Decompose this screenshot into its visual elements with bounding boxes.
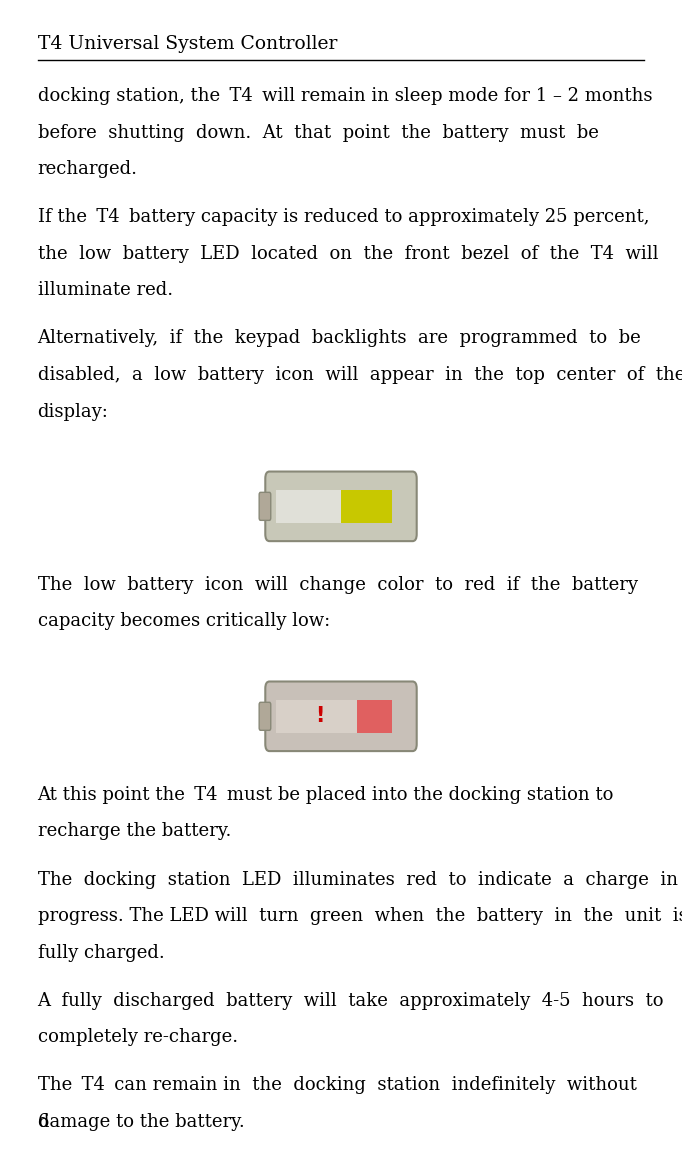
Text: capacity becomes critically low:: capacity becomes critically low: — [38, 612, 330, 631]
FancyBboxPatch shape — [265, 681, 417, 752]
Bar — [357, 699, 392, 733]
Text: Alternatively,  if  the  keypad  backlights  are  programmed  to  be: Alternatively, if the keypad backlights … — [38, 329, 641, 348]
Text: completely re-charge.: completely re-charge. — [38, 1028, 237, 1046]
Bar — [276, 490, 392, 522]
FancyBboxPatch shape — [259, 492, 271, 521]
Text: recharged.: recharged. — [38, 160, 138, 179]
Bar — [276, 699, 392, 733]
Text: damage to the battery.: damage to the battery. — [38, 1112, 244, 1131]
Text: 6: 6 — [38, 1112, 49, 1131]
Text: At this point the  T4  must be placed into the docking station to: At this point the T4 must be placed into… — [38, 785, 614, 804]
Text: A  fully  discharged  battery  will  take  approximately  4‑5  hours  to: A fully discharged battery will take app… — [38, 992, 664, 1010]
Text: The  docking  station  LED  illuminates  red  to  indicate  a  charge  in: The docking station LED illuminates red … — [38, 870, 677, 889]
Text: the  low  battery  LED  located  on  the  front  bezel  of  the  T4  will: the low battery LED located on the front… — [38, 245, 658, 263]
Text: progress. The LED will  turn  green  when  the  battery  in  the  unit  is: progress. The LED will turn green when t… — [38, 907, 682, 926]
Bar — [341, 490, 392, 522]
FancyBboxPatch shape — [265, 471, 417, 541]
Text: display:: display: — [38, 403, 108, 421]
Text: recharge the battery.: recharge the battery. — [38, 822, 231, 841]
Text: If the  T4  battery capacity is reduced to approximately 25 percent,: If the T4 battery capacity is reduced to… — [38, 209, 649, 226]
Text: disabled,  a  low  battery  icon  will  appear  in  the  top  center  of  the: disabled, a low battery icon will appear… — [38, 365, 682, 384]
Text: !: ! — [316, 706, 325, 726]
Text: fully charged.: fully charged. — [38, 943, 164, 962]
Text: T4 Universal System Controller: T4 Universal System Controller — [38, 35, 337, 53]
Text: The  low  battery  icon  will  change  color  to  red  if  the  battery: The low battery icon will change color t… — [38, 575, 638, 594]
FancyBboxPatch shape — [259, 702, 271, 731]
Text: illuminate red.: illuminate red. — [38, 281, 173, 299]
Text: before  shutting  down.  At  that  point  the  battery  must  be: before shutting down. At that point the … — [38, 123, 598, 142]
Text: The  T4  can remain in  the  docking  station  indefinitely  without: The T4 can remain in the docking station… — [38, 1076, 636, 1095]
Text: docking station, the  T4  will remain in sleep mode for 1 – 2 months: docking station, the T4 will remain in s… — [38, 87, 652, 106]
